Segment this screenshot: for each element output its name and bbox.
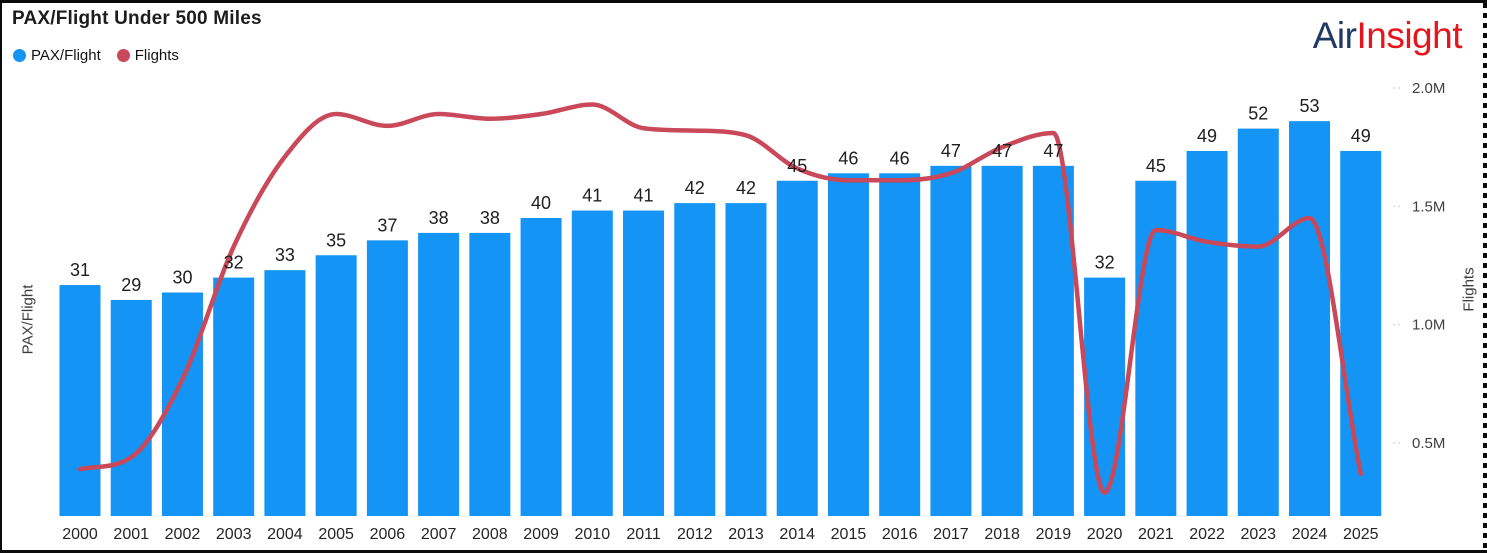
bar-2000[interactable]	[59, 285, 101, 516]
x-axis-year-label: 2005	[318, 526, 354, 543]
x-axis-year-label: 2002	[165, 526, 201, 543]
bar-2018[interactable]	[981, 165, 1023, 516]
bar-value-label: 46	[890, 148, 910, 168]
bar-2016[interactable]	[879, 173, 921, 517]
bar-value-label: 32	[224, 253, 244, 273]
x-axis-year-label: 2011	[626, 526, 661, 543]
bar-value-label: 31	[70, 260, 90, 280]
bar-value-label: 47	[941, 141, 961, 161]
right-axis-tick-label: 2.0M	[1412, 80, 1445, 97]
bar-value-label: 38	[429, 208, 449, 228]
brand-logo: AirInsight	[1312, 15, 1463, 57]
legend-item-flights[interactable]: Flights	[116, 47, 179, 64]
pax-flight-legend-dot-icon	[13, 49, 26, 62]
bar-2019[interactable]	[1032, 165, 1074, 516]
x-axis-year-label: 2012	[677, 526, 713, 543]
bar-2013[interactable]	[725, 203, 767, 516]
bar-2025[interactable]	[1340, 150, 1382, 516]
x-axis-year-label: 2008	[472, 526, 508, 543]
bar-2012[interactable]	[674, 203, 716, 516]
x-axis-year-label: 2020	[1087, 526, 1123, 543]
right-axis-tick-label: 0.5M	[1412, 435, 1445, 452]
page-title: PAX/Flight Under 500 Miles	[12, 8, 262, 29]
x-axis-year-label: 2021	[1138, 526, 1174, 543]
bar-2011[interactable]	[623, 210, 665, 517]
bar-value-label: 49	[1197, 126, 1217, 146]
bar-value-label: 45	[1146, 156, 1166, 176]
x-axis-year-label: 2019	[1036, 526, 1072, 543]
x-axis-year-label: 2014	[779, 526, 815, 543]
x-axis-year-label: 2023	[1240, 526, 1276, 543]
bar-2009[interactable]	[520, 218, 562, 516]
legend-label-flights: Flights	[134, 47, 179, 64]
bar-2001[interactable]	[110, 299, 152, 516]
bar-2005[interactable]	[315, 255, 357, 516]
flights-line[interactable]	[77, 102, 1363, 495]
bar-value-label: 47	[992, 141, 1012, 161]
bar-2023[interactable]	[1237, 128, 1279, 516]
legend-label-pax-flight: PAX/Flight	[31, 47, 101, 64]
bar-value-label: 52	[1248, 104, 1268, 124]
bar-2010[interactable]	[571, 210, 613, 517]
x-axis-year-label: 2017	[933, 526, 969, 543]
x-axis-year-label: 2016	[882, 526, 918, 543]
x-axis-year-label: 2003	[216, 526, 252, 543]
bar-2014[interactable]	[776, 180, 818, 516]
bar-value-label: 53	[1300, 96, 1320, 116]
legend-item-pax-flight[interactable]: PAX/Flight	[13, 47, 101, 64]
x-axis-year-label: 2007	[421, 526, 457, 543]
bar-value-label: 29	[121, 275, 141, 295]
combo-chart-canvas[interactable]: 0.5M 1.0M 1.5M 2.0M 31 29 30 32 33 35 37 38 38 40 41 41…	[2, 3, 1487, 553]
bar-2024[interactable]	[1289, 121, 1331, 517]
x-axis-year-label: 2018	[984, 526, 1020, 543]
bar-value-label: 38	[480, 208, 500, 228]
bar-2008[interactable]	[469, 232, 511, 516]
bar-value-label: 46	[838, 148, 858, 168]
bar-value-label: 35	[326, 230, 346, 250]
bar-value-label: 47	[1043, 141, 1063, 161]
bar-value-label: 41	[634, 186, 654, 206]
bar-2022[interactable]	[1186, 150, 1228, 516]
brand-logo-insight: Insight	[1356, 15, 1462, 56]
x-axis-year-label: 2015	[831, 526, 867, 543]
x-axis-year-label: 2009	[523, 526, 559, 543]
bar-value-label: 37	[377, 215, 397, 235]
x-axis-year-label: 2001	[113, 526, 149, 543]
bar-value-label: 42	[685, 178, 705, 198]
bar-value-label: 40	[531, 193, 551, 213]
bar-2017[interactable]	[930, 165, 972, 516]
x-axis-year-label: 2010	[575, 526, 611, 543]
x-axis-year-label: 2000	[62, 526, 98, 543]
selection-border-right	[1483, 3, 1487, 550]
flights-legend-dot-icon	[116, 49, 130, 62]
right-axis-tick-label: 1.5M	[1412, 198, 1445, 215]
x-axis-year-label: 2004	[267, 526, 303, 543]
bar-2006[interactable]	[366, 240, 408, 516]
bar-2007[interactable]	[418, 232, 460, 516]
bar-2015[interactable]	[827, 173, 869, 517]
x-axis-year-label: 2025	[1343, 526, 1379, 543]
bar-value-label: 49	[1351, 126, 1371, 146]
legend: PAX/Flight Flights	[13, 47, 179, 64]
bar-value-label: 33	[275, 245, 295, 265]
x-axis-year-label: 2024	[1292, 526, 1328, 543]
bar-2003[interactable]	[213, 277, 255, 516]
x-axis-year-label: 2013	[728, 526, 764, 543]
bar-value-label: 30	[172, 268, 192, 288]
x-axis-year-label: 2022	[1189, 526, 1225, 543]
bar-value-label: 32	[1095, 253, 1115, 273]
bar-value-label: 45	[787, 156, 807, 176]
bar-2021[interactable]	[1135, 180, 1177, 516]
bar-value-label: 41	[582, 186, 602, 206]
bar-value-label: 42	[736, 178, 756, 198]
x-axis-year-label: 2006	[370, 526, 406, 543]
right-axis-tick-label: 1.0M	[1412, 317, 1445, 334]
brand-logo-air: Air	[1312, 15, 1357, 56]
bar-2020[interactable]	[1084, 277, 1126, 516]
bar-2004[interactable]	[264, 270, 306, 516]
